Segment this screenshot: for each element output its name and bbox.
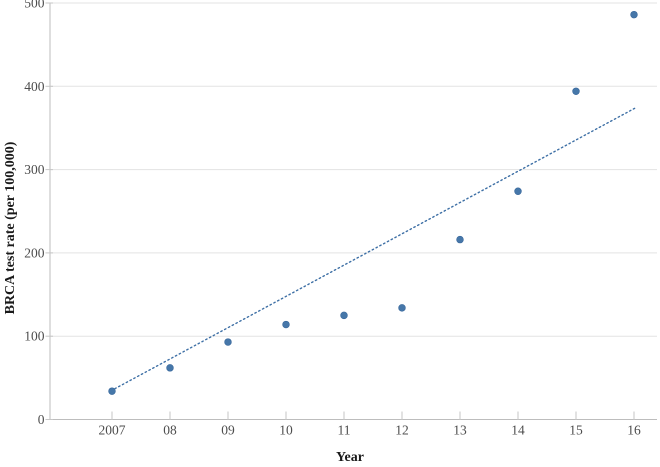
x-tick-label: 16 <box>627 423 641 438</box>
y-tick-label: 300 <box>24 162 45 177</box>
x-tick-label: 13 <box>453 423 467 438</box>
x-tick-label: 08 <box>163 423 177 438</box>
x-tick-label: 15 <box>569 423 583 438</box>
y-axis-title: BRCA test rate (per 100,000) <box>3 141 18 315</box>
data-point <box>224 338 232 346</box>
data-point <box>166 364 174 372</box>
x-tick-label: 2007 <box>99 423 126 438</box>
x-tick-label: 10 <box>279 423 293 438</box>
data-point <box>340 311 348 320</box>
data-point <box>572 87 580 95</box>
x-tick-label: 14 <box>511 423 525 438</box>
y-tick-label: 400 <box>24 79 45 94</box>
data-point <box>108 387 116 395</box>
y-tick-label: 0 <box>38 412 45 427</box>
data-point <box>514 187 522 195</box>
data-point <box>630 10 638 19</box>
y-tick-label: 500 <box>24 0 45 11</box>
x-tick-label: 09 <box>221 423 235 438</box>
y-tick-label: 100 <box>24 329 45 344</box>
trend-line <box>114 106 638 390</box>
data-point <box>456 235 464 244</box>
data-point <box>398 304 406 312</box>
x-tick-label: 12 <box>395 423 409 438</box>
data-point <box>282 320 290 329</box>
x-tick-label: 11 <box>338 423 351 438</box>
y-tick-label: 200 <box>24 245 45 260</box>
x-axis-title: Year <box>336 450 364 465</box>
